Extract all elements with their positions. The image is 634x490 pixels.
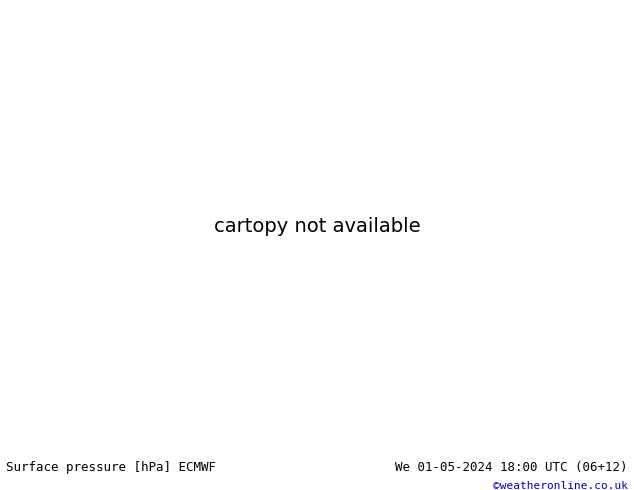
Text: We 01-05-2024 18:00 UTC (06+12): We 01-05-2024 18:00 UTC (06+12) — [395, 462, 628, 474]
Text: Surface pressure [hPa] ECMWF: Surface pressure [hPa] ECMWF — [6, 462, 216, 474]
Text: ©weatheronline.co.uk: ©weatheronline.co.uk — [493, 481, 628, 490]
Text: cartopy not available: cartopy not available — [214, 217, 420, 236]
